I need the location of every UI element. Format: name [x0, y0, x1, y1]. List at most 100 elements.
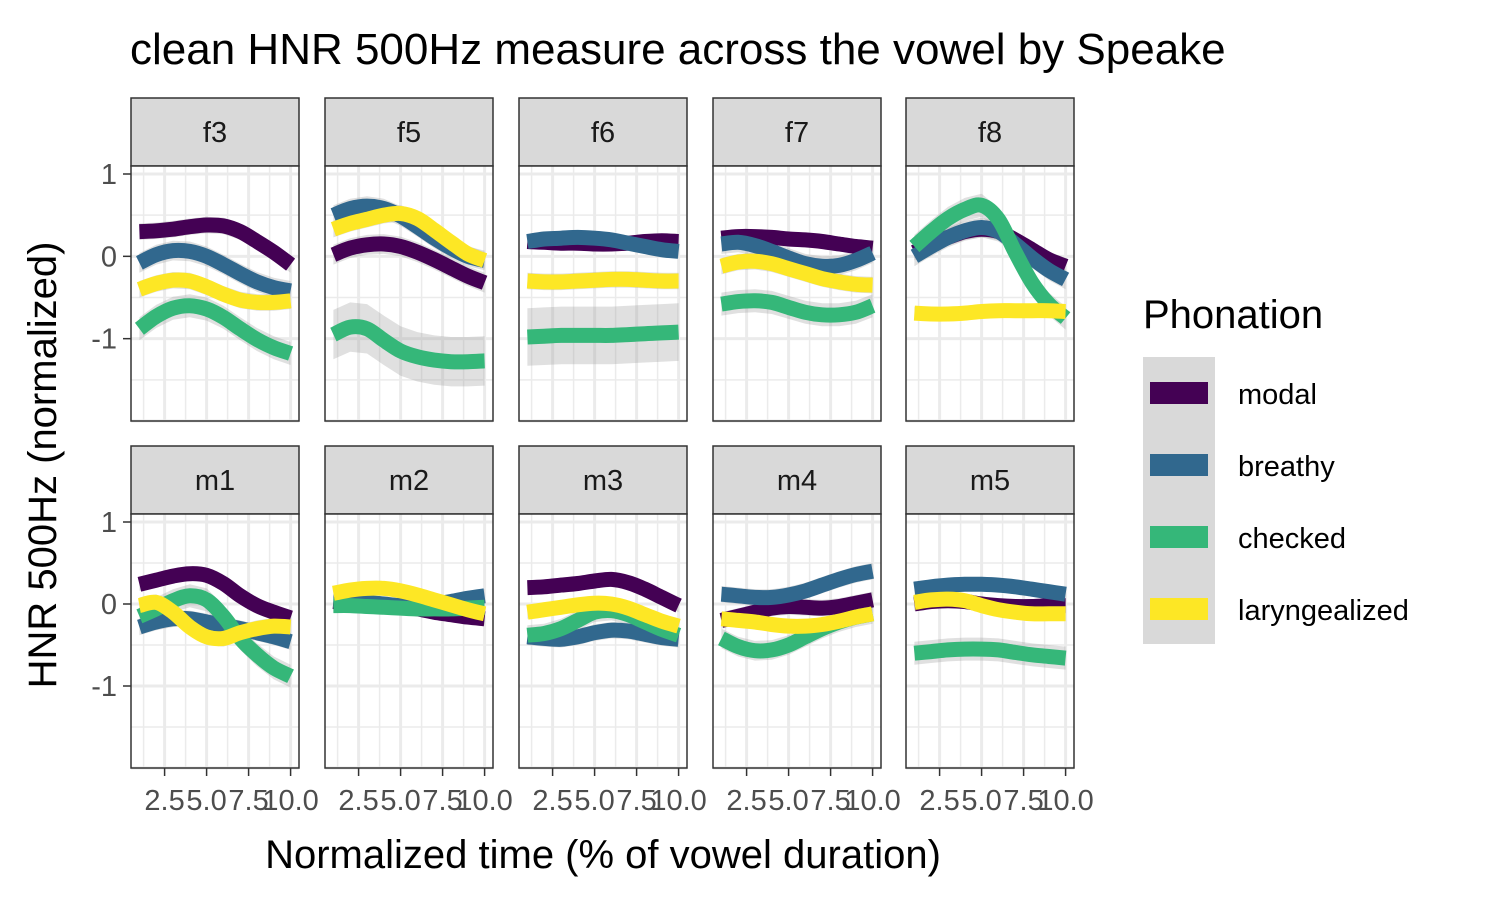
y-tick-label: -1	[91, 671, 117, 703]
facet-strip	[518, 97, 688, 167]
panel-data	[913, 576, 1067, 670]
series-line-laryngealized	[331, 580, 487, 622]
x-tick-label: 10.0	[456, 785, 512, 817]
legend-items: modal breathy checked laryngealized	[1150, 379, 1409, 627]
facet-panel-f5: f5	[324, 97, 494, 423]
series-line-laryngealized	[526, 595, 681, 634]
x-tick-label: 2.5	[144, 785, 184, 817]
legend-label: checked	[1238, 523, 1346, 555]
y-tick-label: 1	[101, 159, 117, 191]
facet-strip	[130, 97, 300, 167]
panel-border	[130, 165, 300, 422]
series-line-breathy	[135, 242, 292, 299]
panel-data	[136, 566, 294, 688]
panel-border	[905, 165, 1075, 422]
x-tick-label: 10.0	[844, 785, 900, 817]
series-line-breathy	[137, 610, 293, 649]
panel-border	[518, 513, 688, 769]
facet-panel-f3: f3 1 0 -1	[91, 97, 300, 423]
series-line-modal	[139, 217, 296, 271]
panel-data	[719, 228, 876, 327]
series-line-laryngealized	[913, 591, 1066, 622]
legend-item-checked: checked	[1150, 523, 1346, 555]
legend-item-laryngealized: laryngealized	[1150, 595, 1409, 627]
facet-strip-label: f5	[397, 117, 421, 149]
panel-background	[519, 166, 687, 421]
legend-key-background	[1143, 357, 1215, 644]
x-tick-label: 5.0	[961, 785, 1001, 817]
legend-item-breathy: breathy	[1150, 451, 1335, 483]
x-tick-label: 10.0	[1037, 785, 1093, 817]
series-line-laryngealized	[720, 606, 875, 634]
x-tick-label: 2.5	[726, 785, 766, 817]
legend-swatch-laryngealized	[1150, 598, 1208, 620]
series-line-breathy	[910, 220, 1070, 287]
x-tick-label: 7.5	[1003, 785, 1043, 817]
series-line-laryngealized	[719, 253, 873, 293]
facet-panel-f6: f6	[518, 97, 688, 423]
series-line-breathy	[913, 576, 1067, 602]
series-line-modal	[330, 236, 488, 290]
facet-strip	[324, 97, 494, 167]
facet-panel-m3: m3 2.5 5.0 7.510.0	[518, 445, 707, 817]
y-tick-label: -1	[91, 324, 117, 356]
x-tick-label: 10.0	[262, 785, 318, 817]
series-line-laryngealized	[136, 272, 292, 311]
series-line-checked	[909, 197, 1071, 324]
legend: Phonation modal breathy checked laryngealiz…	[1143, 293, 1409, 644]
facet-strip-label: m5	[970, 465, 1010, 497]
series-line-checked	[134, 298, 294, 361]
x-tick-label: 7.5	[228, 785, 268, 817]
series-line-modal	[527, 571, 682, 613]
legend-swatch-modal	[1150, 382, 1208, 404]
x-tick-label: 7.5	[422, 785, 462, 817]
legend-label: modal	[1238, 379, 1317, 411]
facet-strip	[518, 445, 688, 515]
x-tick-label: 5.0	[574, 785, 614, 817]
panel-data	[526, 571, 682, 648]
series-line-breathy	[720, 563, 874, 606]
panel-data	[717, 563, 875, 661]
panel-data	[134, 216, 296, 365]
facet-strip	[905, 97, 1075, 167]
series-line-laryngealized	[330, 205, 488, 268]
facet-panel-f7: f7	[712, 97, 882, 423]
panel-border	[905, 513, 1075, 769]
y-axis-title: HNR 500Hz (normalized)	[21, 242, 65, 689]
panel-border	[712, 513, 882, 769]
x-tick-label: 2.5	[919, 785, 959, 817]
y-tick-label: 1	[101, 507, 117, 539]
facet-panel-m5: m5 2.5 5.0 7.510.0	[905, 445, 1094, 817]
panel-border	[130, 513, 300, 769]
x-tick-label: 5.0	[186, 785, 226, 817]
x-tick-label: 5.0	[768, 785, 808, 817]
panel-data	[909, 193, 1071, 330]
facet-strip-label: f7	[785, 117, 809, 149]
panel-data	[330, 196, 488, 387]
facet-strip-label: f8	[978, 117, 1002, 149]
series-line-laryngealized	[913, 303, 1066, 322]
panel-border	[324, 513, 494, 769]
x-tick-label: 7.5	[810, 785, 850, 817]
x-axis-title: Normalized time (% of vowel duration)	[265, 833, 941, 877]
facet-strip-label: m2	[389, 465, 429, 497]
panel-border	[712, 165, 882, 422]
series-line-checked	[913, 641, 1067, 666]
panel-background	[906, 514, 1074, 768]
x-tick-label: 5.0	[380, 785, 420, 817]
panel-data	[331, 580, 487, 627]
series-line-checked	[720, 293, 876, 323]
facet-panel-m2: m2 2.5 5.0 7.510.0	[324, 445, 513, 817]
facet-strip-label: f6	[591, 117, 615, 149]
panel-background	[325, 514, 493, 768]
series-line-breathy	[720, 234, 876, 274]
series-line-checked	[330, 319, 485, 370]
facet-strip	[905, 445, 1075, 515]
facet-strip-label: m1	[195, 465, 235, 497]
facet-strip	[712, 97, 882, 167]
legend-label: breathy	[1238, 451, 1335, 483]
x-tick-label: 2.5	[338, 785, 378, 817]
